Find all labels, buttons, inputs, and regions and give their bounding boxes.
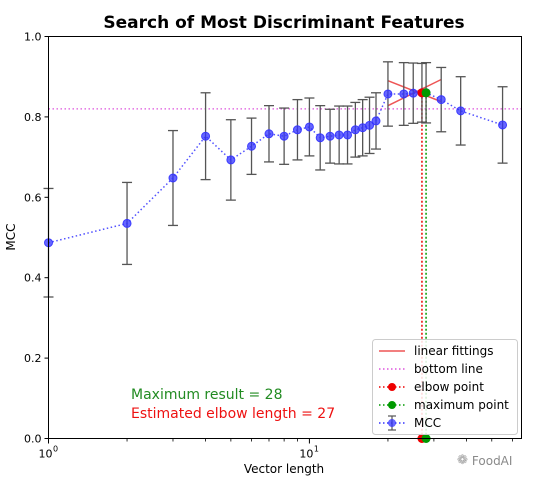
- mcc-point: [383, 89, 393, 99]
- annotation-maximum-result: Maximum result = 28: [131, 387, 282, 403]
- legend-swatch-marker: [388, 419, 396, 427]
- plot-frame: [48, 36, 522, 439]
- watermark: ❁ FoodAI: [457, 453, 512, 468]
- mcc-point: [371, 116, 381, 126]
- legend-label: elbow point: [414, 380, 484, 394]
- mcc-point: [122, 218, 132, 228]
- x-axis-label: Vector length: [244, 462, 324, 476]
- mcc-point: [365, 120, 375, 130]
- legend-swatch-marker: [388, 383, 396, 391]
- mcc-point: [279, 131, 289, 141]
- mcc-point: [334, 130, 344, 140]
- watermark-text: FoodAI: [471, 453, 513, 468]
- mcc-point: [292, 125, 302, 135]
- y-tick-label: 0.4: [24, 272, 42, 285]
- legend: linear fittings bottom line elbow point max…: [372, 339, 518, 435]
- wechat-icon: ❁: [457, 453, 468, 468]
- y-tick-label: 0.8: [24, 111, 42, 124]
- x-tick-label: 10: [299, 448, 313, 461]
- y-tick-label: 0.0: [24, 433, 42, 446]
- y-tick-label: 0.2: [24, 352, 42, 365]
- legend-frame: [372, 339, 518, 435]
- x-tick-label: 10: [39, 448, 53, 461]
- legend-entry-maximum-point: maximum point: [379, 398, 509, 412]
- legend-label: MCC: [414, 416, 441, 430]
- mcc-point: [343, 130, 353, 140]
- x-tick-label-exponent: 1: [314, 445, 319, 454]
- legend-label: bottom line: [414, 362, 483, 376]
- y-axis-label: MCC: [4, 223, 18, 250]
- legend-entry-mcc: MCC: [379, 415, 441, 431]
- legend-entry-elbow-point: elbow point: [379, 380, 484, 394]
- legend-swatch-marker: [388, 401, 396, 409]
- mcc-point: [436, 95, 446, 105]
- mcc-point: [247, 141, 257, 151]
- annotation-elbow-length: Estimated elbow length = 27: [131, 406, 335, 422]
- chart-title: Search of Most Discriminant Features: [103, 13, 464, 33]
- mcc-point: [350, 125, 360, 135]
- mcc-point: [264, 129, 274, 139]
- x-tick-label-exponent: 0: [53, 445, 58, 454]
- mcc-point: [456, 106, 466, 116]
- y-tick-label: 1.0: [24, 31, 42, 44]
- mcc-point: [399, 89, 409, 99]
- mcc-point: [226, 155, 236, 165]
- mcc-point: [304, 122, 314, 132]
- axis-layer: 0.00.20.40.60.81.010 0 10 1: [24, 31, 513, 461]
- mcc-point: [498, 120, 508, 130]
- mcc-point: [315, 133, 325, 143]
- mcc-line: [48, 92, 503, 244]
- mcc-point: [408, 88, 418, 98]
- mcc-point: [325, 131, 335, 141]
- y-tick-label: 0.6: [24, 191, 42, 204]
- legend-label: maximum point: [414, 398, 509, 412]
- legend-entry-linear-fittings: linear fittings: [379, 344, 494, 358]
- mcc-point: [201, 131, 211, 141]
- mcc-point: [168, 173, 178, 183]
- maximum-point-marker: [421, 88, 431, 98]
- legend-entry-bottom-line: bottom line: [379, 362, 483, 376]
- legend-label: linear fittings: [414, 344, 494, 358]
